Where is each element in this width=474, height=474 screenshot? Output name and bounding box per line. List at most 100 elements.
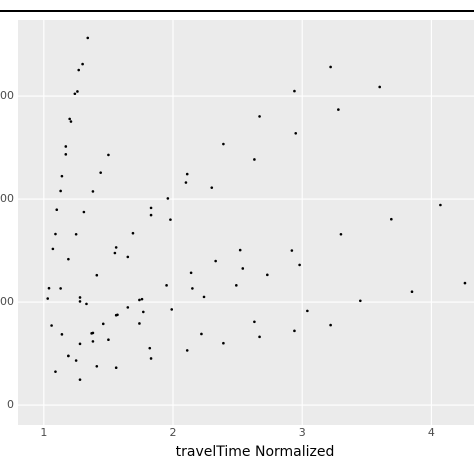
- point: [149, 206, 153, 210]
- y-tick-label: 1000: [0, 192, 14, 205]
- x-tick-label: 4: [428, 426, 435, 439]
- point: [59, 287, 62, 290]
- x-tick-label: 2: [170, 426, 177, 439]
- y-tick-label: 1500: [0, 89, 14, 102]
- point: [126, 255, 130, 259]
- point: [339, 232, 343, 236]
- point: [258, 115, 261, 118]
- point: [165, 284, 168, 287]
- point: [73, 92, 77, 96]
- point: [64, 145, 68, 148]
- point: [329, 323, 332, 327]
- y-tick-label: 500: [0, 295, 14, 308]
- point: [78, 300, 82, 303]
- x-tick-label: 3: [299, 426, 306, 439]
- point: [258, 335, 261, 339]
- panel: [18, 20, 474, 425]
- point: [298, 263, 301, 267]
- point: [91, 190, 95, 193]
- y-tick-label: 0: [7, 398, 14, 411]
- point: [50, 324, 53, 327]
- x-axis-title: travelTime Normalized: [176, 444, 335, 460]
- point: [439, 203, 442, 207]
- point: [378, 85, 381, 89]
- point: [86, 36, 90, 40]
- point: [138, 298, 141, 302]
- point: [68, 117, 71, 121]
- point: [74, 232, 78, 236]
- point: [337, 108, 340, 111]
- point: [235, 284, 238, 287]
- point: [99, 171, 102, 174]
- point: [138, 322, 141, 325]
- point: [95, 273, 99, 277]
- point: [238, 248, 242, 252]
- point: [90, 332, 93, 335]
- point: [78, 342, 82, 346]
- point: [140, 297, 144, 301]
- point: [54, 370, 57, 373]
- point: [114, 366, 118, 370]
- point: [222, 341, 225, 345]
- point: [82, 210, 86, 214]
- point: [241, 267, 245, 270]
- point: [67, 354, 70, 358]
- point: [77, 68, 81, 72]
- point: [81, 62, 84, 66]
- point: [85, 302, 88, 306]
- point: [253, 158, 256, 161]
- point: [294, 132, 298, 135]
- point: [46, 297, 50, 300]
- point: [107, 338, 110, 342]
- point: [200, 332, 203, 336]
- point: [189, 271, 193, 275]
- point: [253, 320, 256, 324]
- point: [47, 286, 51, 290]
- point: [222, 142, 225, 146]
- point: [329, 65, 332, 69]
- x-tick-label: 1: [40, 426, 47, 439]
- point: [410, 290, 414, 294]
- point: [74, 359, 78, 362]
- point: [114, 313, 118, 317]
- point: [60, 174, 64, 178]
- point: [169, 218, 172, 221]
- point: [142, 310, 145, 314]
- point: [67, 257, 70, 261]
- point: [69, 120, 73, 123]
- point: [214, 259, 217, 263]
- point: [101, 322, 105, 326]
- point: [191, 287, 194, 290]
- point: [55, 208, 59, 212]
- point: [185, 172, 189, 176]
- point: [290, 249, 294, 252]
- point: [149, 357, 153, 360]
- point: [185, 349, 189, 352]
- point: [293, 89, 296, 93]
- point: [54, 232, 57, 236]
- point: [114, 246, 118, 249]
- point: [266, 273, 269, 277]
- point: [78, 378, 82, 381]
- point: [359, 299, 362, 303]
- point: [210, 186, 214, 189]
- point: [463, 281, 467, 285]
- point: [148, 346, 152, 350]
- point: [64, 153, 68, 156]
- point: [51, 247, 55, 251]
- point: [107, 153, 110, 157]
- point: [131, 231, 135, 235]
- point: [202, 295, 206, 299]
- point: [306, 309, 309, 313]
- point: [113, 251, 117, 255]
- point: [91, 340, 95, 343]
- point: [76, 90, 79, 93]
- point: [184, 181, 188, 184]
- point: [390, 217, 393, 221]
- point: [170, 308, 174, 311]
- point: [293, 329, 296, 333]
- point: [126, 306, 130, 309]
- point: [149, 213, 153, 217]
- point: [78, 296, 82, 299]
